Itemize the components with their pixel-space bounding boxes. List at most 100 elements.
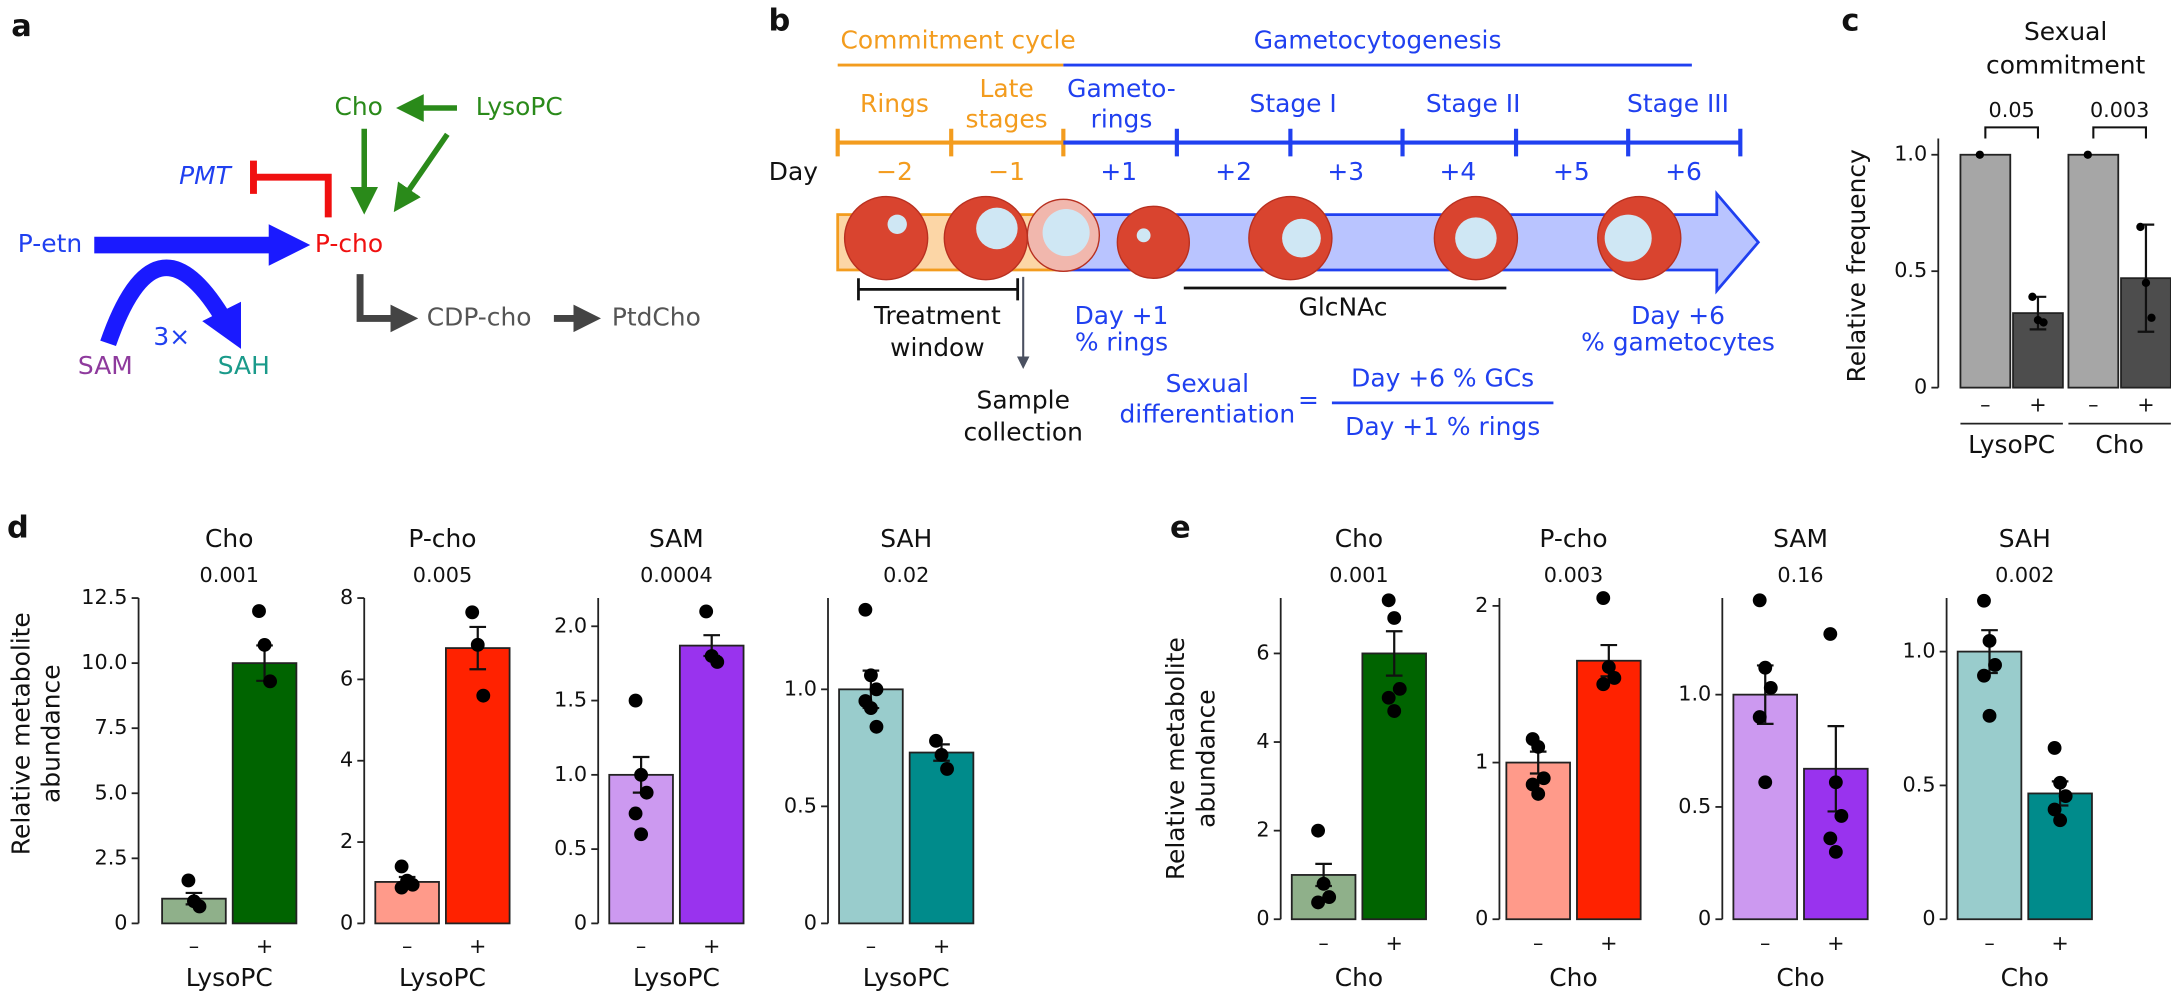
- data-point: [1758, 775, 1773, 790]
- data-point: [1828, 844, 1843, 859]
- note: collection: [963, 417, 1083, 446]
- stage: Gameto-: [1067, 74, 1176, 103]
- y-tick-label: 0: [1475, 906, 1488, 930]
- y-tick-label: 1.0: [784, 676, 817, 700]
- p-value: 0.0004: [640, 563, 713, 587]
- stage: Stage III: [1627, 89, 1729, 118]
- data-point: [405, 877, 420, 892]
- data-point: [1977, 668, 1991, 683]
- group-label: Cho: [1776, 963, 1824, 992]
- panel-label: e: [1170, 510, 1191, 545]
- x-tick-label: +: [2051, 931, 2068, 955]
- data-point: [1982, 708, 1997, 723]
- data-point: [1607, 671, 1622, 685]
- bar: [1732, 693, 1798, 921]
- y-tick-label: 1.0: [554, 762, 587, 786]
- stage: Stage I: [1250, 89, 1337, 118]
- y-tick-label: 4: [340, 748, 353, 772]
- chart-title: P-cho: [408, 524, 476, 553]
- y-tick-label: 2.5: [94, 845, 127, 869]
- timeline-diagram: Commitment cycle Gametocytogenesis Rings…: [769, 26, 1775, 447]
- p-value: 0.16: [1777, 563, 1823, 587]
- bar: [1576, 659, 1642, 921]
- day: +1: [1100, 157, 1137, 186]
- formula: Sexual: [1166, 369, 1249, 398]
- timeline: [835, 128, 1066, 157]
- formula: =: [1298, 385, 1319, 414]
- x-tick-label: +: [1827, 931, 1844, 955]
- parasite: [1604, 214, 1652, 262]
- panel-label: a: [11, 9, 32, 44]
- group-label: Cho: [2095, 430, 2143, 459]
- arrow: [356, 274, 419, 333]
- group-label: Cho: [1335, 963, 1383, 992]
- panel-label: b: [768, 4, 790, 39]
- data-point: [1381, 690, 1396, 705]
- note: GlcNAc: [1299, 293, 1388, 322]
- cell: [843, 195, 929, 281]
- data-point: [699, 604, 714, 619]
- node: SAH: [218, 351, 270, 380]
- x-tick-label: –: [2088, 393, 2098, 417]
- p-value: 0.02: [883, 563, 929, 587]
- significance-bracket: [2092, 126, 2147, 139]
- chart-title: Sexual: [2024, 17, 2107, 46]
- parasite: [1136, 228, 1151, 243]
- x-tick-label: –: [1533, 931, 1543, 955]
- chart-title: SAH: [1999, 524, 2051, 553]
- chart-title: P-cho: [1539, 524, 1607, 553]
- significance-bracket: [1984, 126, 2040, 139]
- day: +6: [1665, 157, 1702, 186]
- data-point: [1975, 150, 1984, 159]
- y-tick-label: 0: [1698, 906, 1711, 930]
- day: +5: [1553, 157, 1590, 186]
- y-tick-label: 0: [340, 910, 353, 934]
- x-tick-label: –: [866, 934, 876, 958]
- data-point: [2053, 775, 2068, 790]
- x-tick-label: –: [636, 934, 646, 958]
- chart-title: SAH: [880, 524, 932, 553]
- data-point: [1596, 591, 1611, 605]
- data-point: [2047, 741, 2062, 755]
- phase: Commitment cycle: [841, 26, 1076, 55]
- arrow: [100, 259, 229, 347]
- node: P-etn: [18, 229, 82, 258]
- bar: [2067, 153, 2120, 389]
- data-point: [1392, 681, 1407, 696]
- data-point: [1828, 775, 1843, 790]
- day: +3: [1327, 157, 1364, 186]
- inhibition: [253, 173, 332, 218]
- x-tick-label: +: [2029, 393, 2046, 417]
- y-tick-label: 0: [114, 910, 127, 934]
- data-point: [1977, 593, 1991, 608]
- data-point: [263, 674, 278, 689]
- bar: [1361, 652, 1427, 921]
- data-point: [1322, 890, 1337, 905]
- group-label: LysoPC: [863, 963, 950, 992]
- p-value: 0.005: [413, 563, 472, 587]
- p-value: 0.002: [1995, 563, 2054, 587]
- panel-label: c: [1841, 4, 1859, 39]
- data-point: [2028, 292, 2037, 301]
- data-point: [1982, 633, 1997, 648]
- y-tick-label: 0.5: [784, 793, 817, 817]
- data-point: [192, 899, 207, 914]
- y-tick-label: 1.0: [1894, 142, 1927, 166]
- data-point: [1988, 658, 2002, 672]
- day-label: Day: [769, 157, 818, 186]
- enzyme: PMT: [179, 161, 233, 190]
- data-point: [1531, 786, 1546, 801]
- group-label: LysoPC: [399, 963, 486, 992]
- day: +4: [1440, 157, 1477, 186]
- bar: [678, 644, 745, 925]
- data-point: [869, 719, 884, 734]
- note: Day +1: [1075, 301, 1169, 330]
- data-point: [2136, 222, 2145, 232]
- day: −2: [876, 157, 913, 186]
- group-label: Cho: [2001, 963, 2049, 992]
- note: % rings: [1075, 327, 1168, 356]
- y-tick-label: 1.5: [554, 688, 587, 712]
- chart-title: Cho: [205, 524, 253, 553]
- error-bar: [1385, 630, 1403, 677]
